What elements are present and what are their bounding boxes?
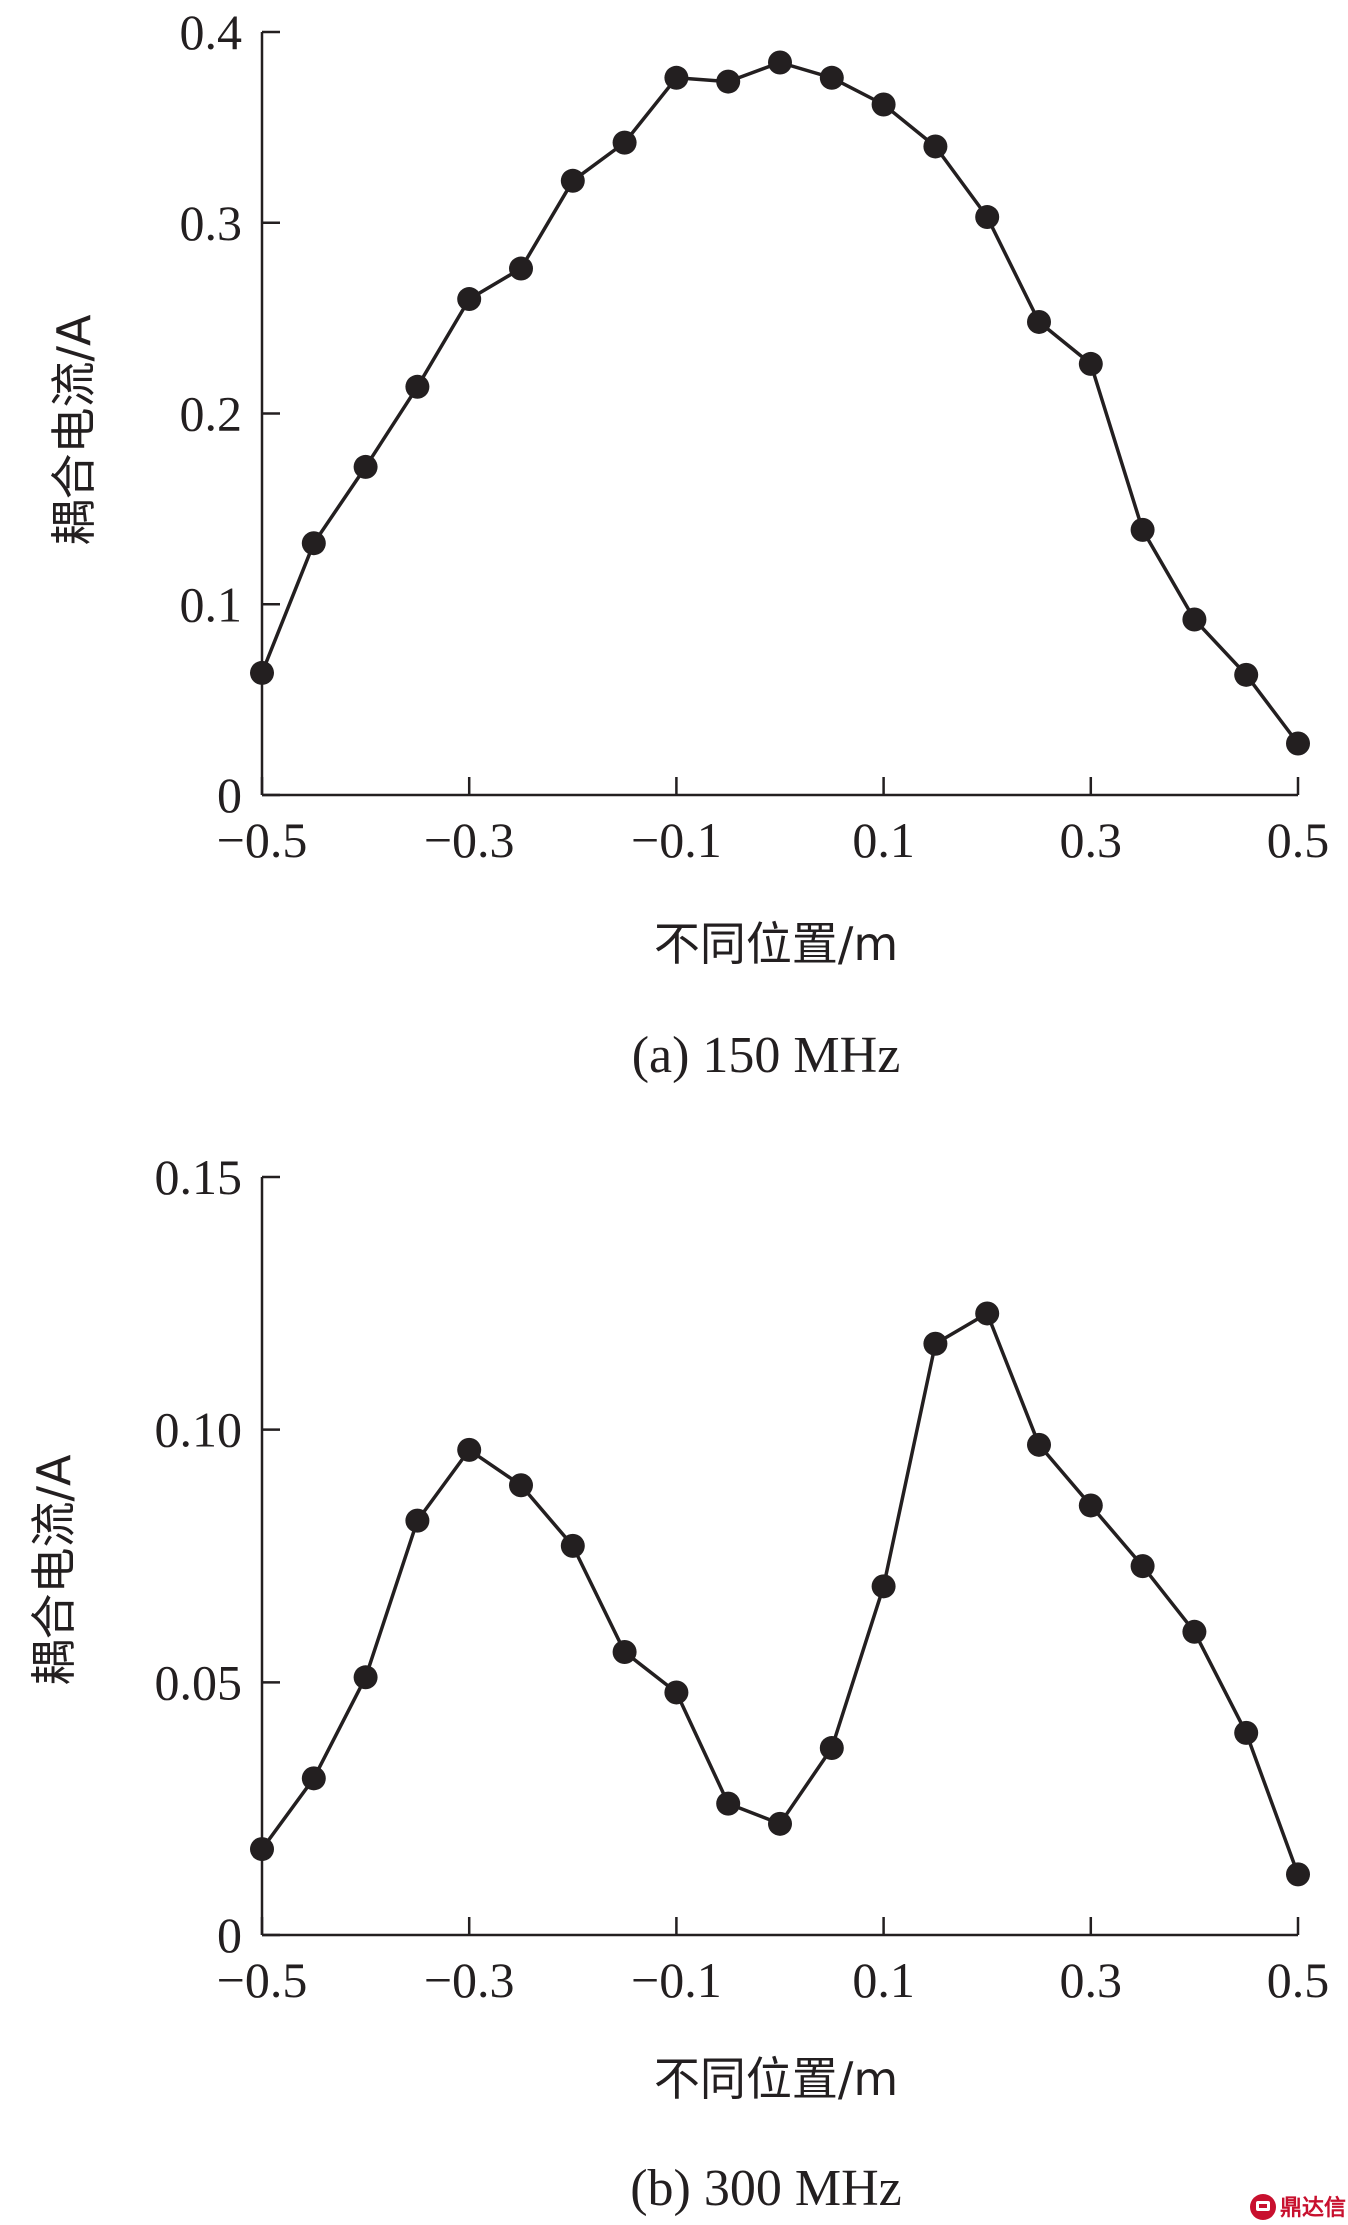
data-point bbox=[560, 168, 585, 193]
data-point bbox=[612, 130, 637, 155]
chart-panel-b: 0 0.05 0.10 0.15 −0.5 −0.3 −0.1 0.1 0.3 0.5 不同位置/… bbox=[27, 1149, 1329, 2217]
x-tick-label: 0.3 bbox=[1060, 812, 1123, 868]
data-point bbox=[1286, 1862, 1310, 1887]
data-point bbox=[1182, 607, 1207, 632]
data-point bbox=[353, 454, 378, 479]
data-point bbox=[1234, 1720, 1259, 1745]
data-point bbox=[1286, 731, 1310, 756]
x-tick-label: −0.5 bbox=[217, 1952, 308, 2008]
y-tick-label: 0.3 bbox=[180, 195, 243, 251]
data-point bbox=[405, 374, 430, 399]
data-point bbox=[975, 1301, 1000, 1326]
y-axis-title-a: 耦合电流/A bbox=[47, 314, 101, 545]
data-point bbox=[716, 1791, 741, 1816]
y-tick-label: 0.2 bbox=[180, 386, 243, 442]
data-point bbox=[1027, 309, 1051, 334]
watermark-text: 鼎达信 bbox=[1280, 2195, 1346, 2221]
data-point bbox=[716, 69, 741, 94]
x-tick-label: −0.5 bbox=[217, 812, 308, 868]
data-point bbox=[457, 287, 482, 312]
data-point bbox=[871, 92, 896, 117]
data-point bbox=[1027, 1432, 1051, 1457]
x-axis-title-b: 不同位置/m bbox=[654, 2052, 898, 2106]
data-point bbox=[1182, 1619, 1207, 1644]
data-point bbox=[819, 1736, 844, 1761]
data-point bbox=[819, 65, 844, 90]
caption-a: (a) 150 MHz bbox=[632, 1027, 901, 1084]
x-axis-title-a: 不同位置/m bbox=[654, 917, 898, 971]
axes-a: 0 0.1 0.2 0.3 0.4 −0.5 −0.3 −0.1 0.1 0.3 0.5 bbox=[180, 4, 1330, 868]
data-point bbox=[405, 1508, 430, 1533]
x-tick-label: 0.3 bbox=[1060, 1952, 1123, 2008]
data-point bbox=[301, 531, 326, 556]
x-tick-label: 0.1 bbox=[852, 812, 915, 868]
x-tick-label: 0.1 bbox=[852, 1952, 915, 2008]
y-tick-label: 0 bbox=[217, 767, 242, 823]
y-tick-label: 0.10 bbox=[155, 1402, 243, 1458]
data-point bbox=[1234, 662, 1259, 687]
series-a bbox=[250, 50, 1310, 756]
x-tick-label: −0.1 bbox=[631, 1952, 722, 2008]
watermark: 鼎达信 bbox=[1250, 2194, 1346, 2221]
data-point bbox=[1130, 517, 1155, 542]
data-point bbox=[1130, 1554, 1155, 1579]
data-point bbox=[1078, 1493, 1103, 1518]
data-point bbox=[768, 1811, 792, 1836]
series-b bbox=[250, 1301, 1310, 1887]
data-point bbox=[509, 1473, 533, 1498]
data-point bbox=[457, 1437, 482, 1462]
x-tick-label: −0.3 bbox=[424, 812, 515, 868]
logo-icon bbox=[1250, 2194, 1276, 2220]
series-line bbox=[260, 1311, 1300, 1876]
caption-b: (b) 300 MHz bbox=[630, 2160, 902, 2217]
data-point bbox=[301, 1766, 326, 1791]
axes-b: 0 0.05 0.10 0.15 −0.5 −0.3 −0.1 0.1 0.3 0.5 bbox=[155, 1149, 1330, 2008]
data-point bbox=[1078, 351, 1103, 376]
y-tick-label: 0 bbox=[217, 1907, 242, 1963]
y-tick-label: 0.05 bbox=[155, 1654, 243, 1710]
data-point bbox=[612, 1640, 637, 1665]
data-point bbox=[353, 1665, 378, 1690]
y-axis-title-b: 耦合电流/A bbox=[27, 1454, 81, 1685]
data-point bbox=[509, 256, 533, 281]
y-tick-label: 0.15 bbox=[155, 1149, 243, 1205]
chart-panel-a: 0 0.1 0.2 0.3 0.4 −0.5 −0.3 −0.1 0.1 0.3 0.5 不同位置/… bbox=[47, 4, 1329, 1084]
data-point bbox=[871, 1574, 896, 1599]
data-point bbox=[923, 134, 948, 159]
series-line bbox=[260, 60, 1300, 745]
x-tick-label: 0.5 bbox=[1267, 812, 1330, 868]
data-point bbox=[664, 1680, 689, 1705]
x-tick-label: −0.3 bbox=[424, 1952, 515, 2008]
x-tick-label: 0.5 bbox=[1267, 1952, 1330, 2008]
data-point bbox=[923, 1331, 948, 1356]
y-tick-label: 0.1 bbox=[180, 576, 243, 632]
data-point bbox=[250, 660, 274, 685]
data-point bbox=[664, 65, 689, 90]
x-tick-label: −0.1 bbox=[631, 812, 722, 868]
data-point bbox=[975, 205, 1000, 230]
data-point bbox=[560, 1533, 585, 1558]
y-tick-label: 0.4 bbox=[180, 4, 243, 60]
data-point bbox=[250, 1837, 274, 1862]
data-point bbox=[768, 50, 792, 75]
